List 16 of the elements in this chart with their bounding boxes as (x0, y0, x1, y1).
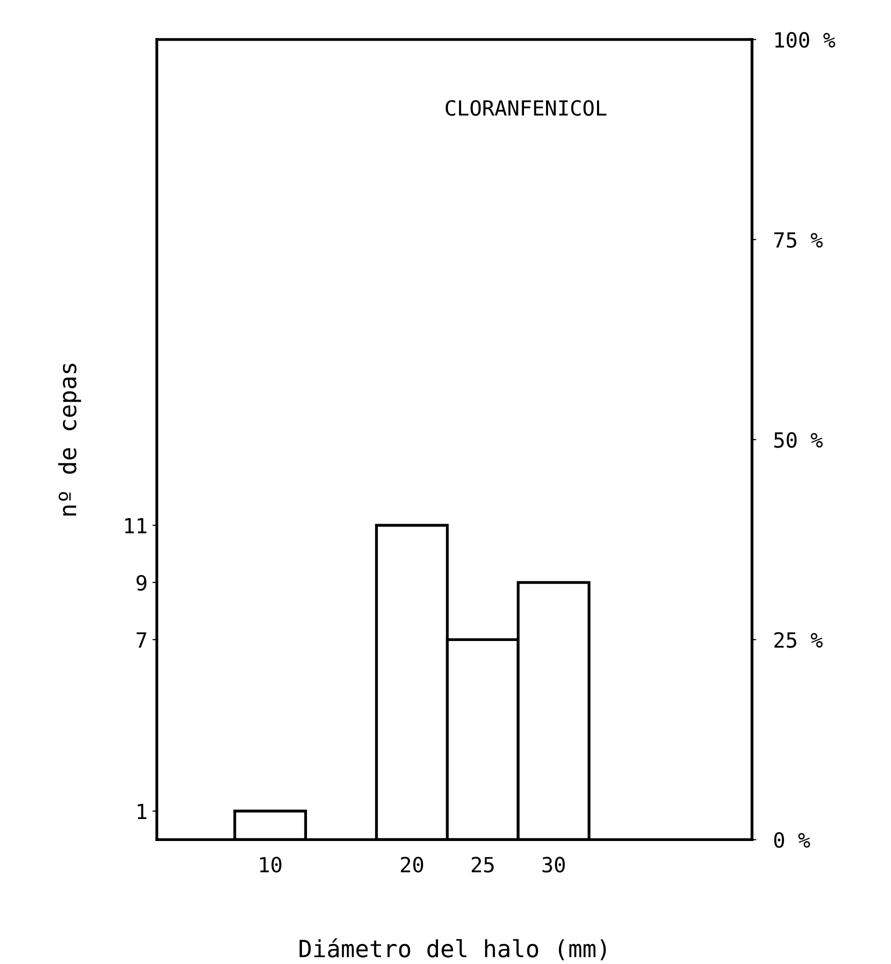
x-tick-label: 30 (542, 856, 565, 873)
x-axis-title: Diámetro del halo (mm) (300, 938, 606, 960)
y-tick-label: 9 (136, 574, 146, 591)
y-axis-title: nº de cepas (58, 364, 82, 516)
y2-tick-label: 75 % (774, 232, 823, 248)
y-tick-label: 7 (136, 632, 146, 648)
y2-tick-label: 0 % (774, 832, 810, 848)
y2-tick-label: 25 % (774, 632, 823, 648)
y2-tick-label: 100 % (775, 32, 836, 48)
y-tick-label: 11 (125, 518, 146, 534)
y2-tick-label: 50 % (774, 432, 823, 448)
text: CLORANFENICOL (446, 100, 606, 116)
x-tick-label: 10 (260, 856, 282, 873)
y-tick-label: 1 (138, 804, 146, 820)
x-tick-label: 25 (472, 856, 494, 873)
x-tick-label: 20 (400, 856, 424, 873)
